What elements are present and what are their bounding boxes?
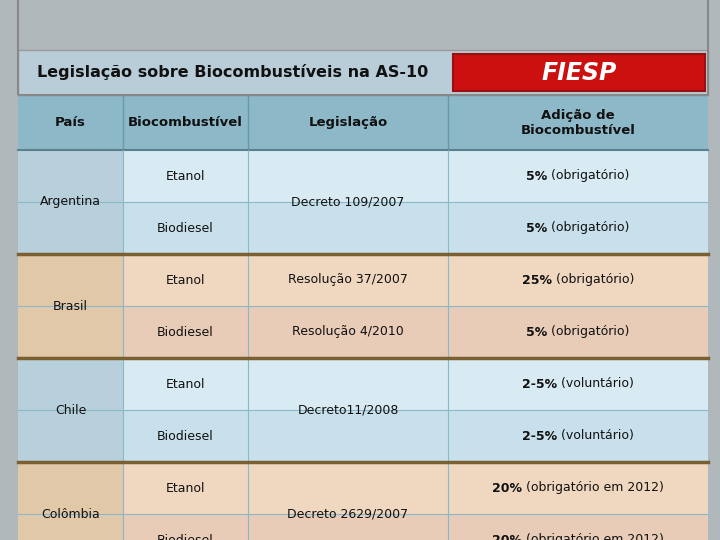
- Text: (obrigatório em 2012): (obrigatório em 2012): [522, 534, 664, 540]
- Bar: [123, 150, 248, 202]
- Bar: [248, 410, 448, 462]
- Text: 20%: 20%: [492, 534, 522, 540]
- Text: Decreto 109/2007: Decreto 109/2007: [292, 195, 405, 208]
- Text: (voluntário): (voluntário): [557, 377, 634, 390]
- Bar: [18, 514, 123, 540]
- Text: Decreto 2629/2007: Decreto 2629/2007: [287, 508, 408, 521]
- Text: 5%: 5%: [526, 221, 547, 234]
- Bar: [248, 462, 448, 514]
- Text: Biocombustível: Biocombustível: [128, 116, 243, 129]
- Bar: [248, 202, 448, 254]
- Text: País: País: [55, 116, 86, 129]
- Text: Resolução 4/2010: Resolução 4/2010: [292, 326, 404, 339]
- Bar: [123, 462, 248, 514]
- Bar: [18, 358, 123, 410]
- Bar: [18, 150, 123, 202]
- Text: Chile: Chile: [55, 403, 86, 416]
- Text: Brasil: Brasil: [53, 300, 88, 313]
- Text: Biodiesel: Biodiesel: [157, 221, 214, 234]
- Text: 20%: 20%: [492, 482, 522, 495]
- Text: (obrigatório): (obrigatório): [547, 170, 630, 183]
- Bar: [123, 514, 248, 540]
- Bar: [18, 95, 708, 150]
- Text: Etanol: Etanol: [166, 170, 205, 183]
- Text: Etanol: Etanol: [166, 377, 205, 390]
- Text: (obrigatório): (obrigatório): [552, 273, 634, 287]
- Text: Colômbia: Colômbia: [41, 508, 100, 521]
- Bar: [248, 358, 448, 410]
- Text: 2-5%: 2-5%: [522, 429, 557, 442]
- Text: Argentina: Argentina: [40, 195, 101, 208]
- Bar: [123, 254, 248, 306]
- Text: 5%: 5%: [526, 170, 547, 183]
- Bar: [448, 202, 708, 254]
- Bar: [123, 202, 248, 254]
- Bar: [18, 410, 123, 462]
- Text: Legislação sobre Biocombustíveis na AS-10: Legislação sobre Biocombustíveis na AS-1…: [37, 64, 428, 80]
- Bar: [448, 410, 708, 462]
- Text: FIESP: FIESP: [541, 60, 617, 84]
- Text: Biodiesel: Biodiesel: [157, 326, 214, 339]
- Bar: [248, 254, 448, 306]
- Bar: [248, 514, 448, 540]
- Text: 25%: 25%: [522, 273, 552, 287]
- Text: (voluntário): (voluntário): [557, 429, 634, 442]
- Text: (obrigatório): (obrigatório): [547, 326, 630, 339]
- Bar: [448, 150, 708, 202]
- Text: Biodiesel: Biodiesel: [157, 429, 214, 442]
- Bar: [18, 462, 123, 514]
- Text: Adição de
Biocombustível: Adição de Biocombustível: [521, 109, 636, 137]
- Text: 2-5%: 2-5%: [522, 377, 557, 390]
- Bar: [18, 306, 123, 358]
- Text: Legislação: Legislação: [308, 116, 387, 129]
- Text: 5%: 5%: [526, 326, 547, 339]
- Bar: [448, 514, 708, 540]
- Bar: [123, 358, 248, 410]
- Text: Etanol: Etanol: [166, 273, 205, 287]
- Bar: [448, 306, 708, 358]
- Bar: [18, 254, 123, 306]
- Text: Decreto11/2008: Decreto11/2008: [297, 403, 399, 416]
- Text: (obrigatório): (obrigatório): [547, 221, 630, 234]
- Bar: [448, 358, 708, 410]
- Bar: [248, 306, 448, 358]
- Bar: [248, 150, 448, 202]
- Text: (obrigatório em 2012): (obrigatório em 2012): [522, 482, 664, 495]
- Bar: [453, 54, 705, 91]
- Text: Resolução 37/2007: Resolução 37/2007: [288, 273, 408, 287]
- Bar: [123, 306, 248, 358]
- Bar: [123, 410, 248, 462]
- Text: Etanol: Etanol: [166, 482, 205, 495]
- Bar: [18, 202, 123, 254]
- Bar: [448, 254, 708, 306]
- Bar: [18, 50, 708, 95]
- Bar: [448, 462, 708, 514]
- Text: Biodiesel: Biodiesel: [157, 534, 214, 540]
